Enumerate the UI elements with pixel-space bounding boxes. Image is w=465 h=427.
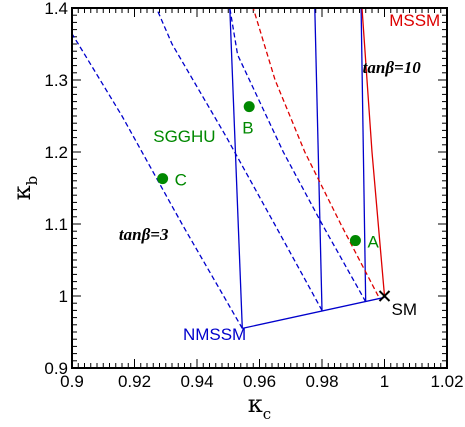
- y-tick-label: 1.1: [44, 215, 68, 234]
- y-tick-label: 1: [59, 287, 68, 306]
- x-tick-label: 0.92: [118, 372, 151, 391]
- nmssm-solid-line: [314, 8, 323, 311]
- x-tick-label: 0.96: [243, 372, 276, 391]
- plot-frame: [71, 7, 448, 369]
- x-tick-label: 0.94: [180, 372, 213, 391]
- sm-marker: [378, 290, 391, 302]
- benchmark-label-b: B: [242, 119, 253, 138]
- annotations-layer: MSSM NMSSM SGGHU tanβ=10 tanβ=3: [119, 11, 440, 344]
- mssm-solid-line: [361, 8, 386, 297]
- x-axis-label: κc: [248, 390, 271, 423]
- annotation-nmssm: NMSSM: [183, 325, 246, 344]
- mssm-dashed-line: [252, 8, 379, 297]
- x-tick-label: 0.9: [60, 372, 84, 391]
- annotation-tanbeta: tanβ=10: [363, 58, 422, 77]
- nmssm-dashed-line: [155, 8, 323, 311]
- series-layer: [72, 8, 386, 330]
- points-layer: A B C SM: [157, 101, 417, 319]
- benchmark-point-a: [349, 235, 361, 247]
- benchmark-label-c: C: [175, 171, 187, 190]
- benchmark-point-b: [243, 101, 255, 113]
- x-tick-label: 1: [380, 372, 389, 391]
- sm-label: SM: [392, 300, 418, 319]
- x-tick-label: 1.02: [430, 372, 463, 391]
- tick-labels: 0.9 0.92 0.94 0.96 0.98 1 1.02 0.9 1 1.1 1.2 1.3 1.4: [44, 0, 463, 391]
- nmssm-solid-line: [360, 8, 367, 302]
- annotation-sgghu: SGGHU: [153, 127, 215, 146]
- y-tick-label: 1.2: [44, 143, 68, 162]
- y-tick-label: 0.9: [44, 359, 68, 378]
- y-axis-label: κb: [8, 176, 41, 201]
- y-tick-label: 1.4: [44, 0, 68, 18]
- x-tick-label: 0.98: [305, 372, 338, 391]
- nmssm-solid-line: [229, 8, 243, 329]
- nmssm-dashed-line: [229, 8, 367, 303]
- benchmark-label-a: A: [367, 233, 379, 252]
- annotation-tanbeta: tanβ=3: [119, 225, 169, 244]
- nmssm-dashed-line: [72, 33, 243, 329]
- annotation-mssm: MSSM: [389, 11, 440, 30]
- nmssm-solid-line: [242, 296, 385, 330]
- y-tick-label: 1.3: [44, 71, 68, 90]
- benchmark-point-c: [157, 173, 169, 185]
